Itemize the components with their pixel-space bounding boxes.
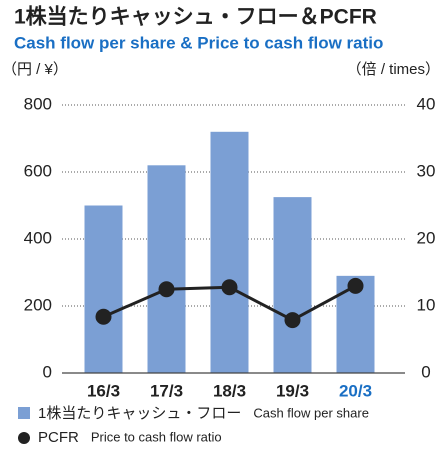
x-tick-label: 17/3: [150, 381, 183, 400]
y-tick-label: 0: [43, 362, 52, 381]
y2-axis-label: （倍 / times）: [347, 61, 440, 78]
chart-title: 1株当たりキャッシュ・フロー＆PCFR: [14, 5, 377, 29]
line-point: [95, 308, 112, 325]
y-tick-label: 600: [24, 161, 52, 180]
x-tick-label: 18/3: [213, 381, 246, 400]
y2-tick-label: 10: [417, 295, 436, 314]
bar: [273, 197, 312, 373]
line-point: [347, 277, 364, 294]
bar: [210, 131, 249, 373]
legend-swatch: [18, 432, 30, 444]
line-point: [284, 312, 301, 329]
line-point: [158, 281, 175, 298]
legend-label: 1株当たりキャッシュ・フロー: [38, 405, 241, 422]
legend-label: PCFR: [38, 429, 79, 446]
line-point: [221, 279, 238, 296]
bar: [147, 165, 186, 373]
legend-description: Price to cash flow ratio: [91, 429, 222, 444]
x-tick-label: 19/3: [276, 381, 309, 400]
chart-subtitle: Cash flow per share & Price to cash flow…: [14, 33, 383, 52]
x-tick-label: 20/3: [339, 381, 372, 400]
y2-tick-label: 0: [421, 362, 430, 381]
x-tick-label: 16/3: [87, 381, 120, 400]
y-tick-label: 400: [24, 228, 52, 247]
y-tick-label: 800: [24, 94, 52, 113]
legend-swatch: [18, 407, 30, 419]
y2-tick-label: 30: [417, 161, 436, 180]
bar: [84, 205, 123, 373]
legend-description: Cash flow per share: [253, 405, 369, 420]
y-tick-label: 200: [24, 295, 52, 314]
y2-tick-label: 20: [417, 228, 436, 247]
y2-tick-label: 40: [417, 94, 436, 113]
y-axis-label: （円 / ¥）: [2, 61, 68, 78]
